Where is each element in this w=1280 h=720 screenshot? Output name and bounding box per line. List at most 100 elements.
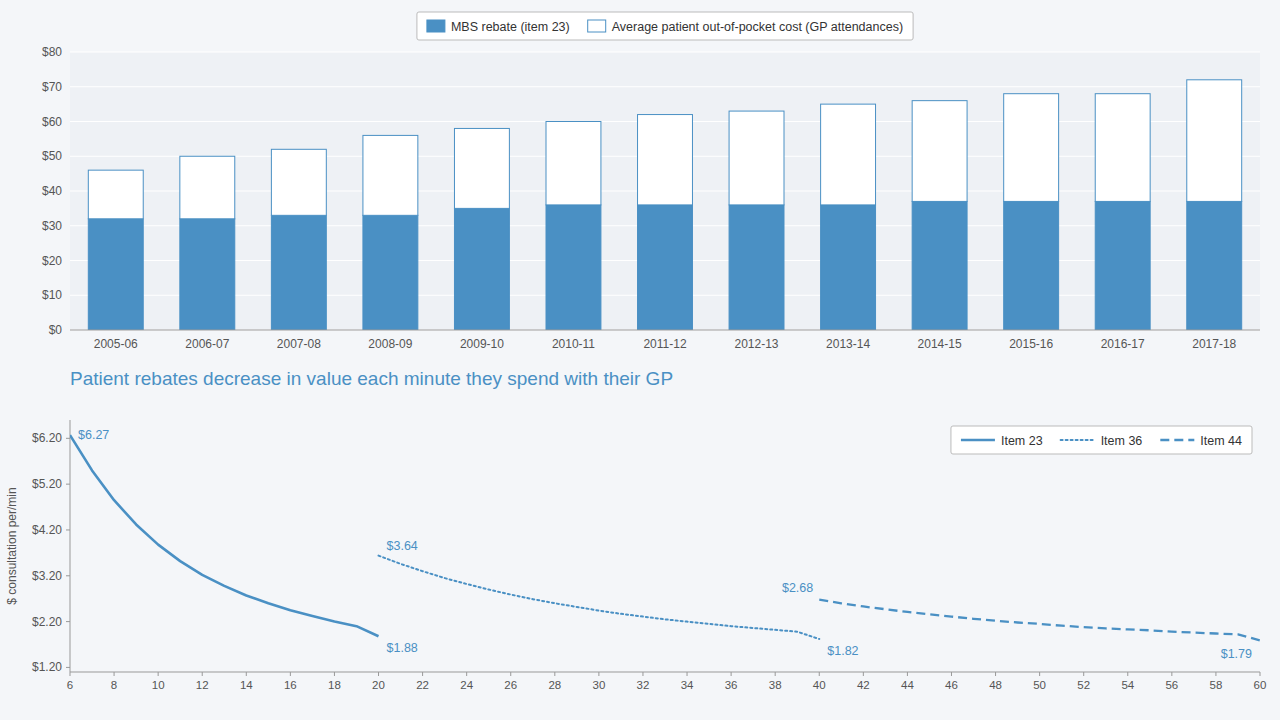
y-tick-label: $4.20 bbox=[32, 523, 62, 537]
x-tick-label: 38 bbox=[769, 679, 782, 691]
x-tick bbox=[687, 672, 688, 676]
x-tick-label: 10 bbox=[152, 679, 165, 691]
y-tick-label: $10 bbox=[42, 288, 62, 302]
x-tick bbox=[114, 672, 115, 676]
x-tick-label: 2015-16 bbox=[1009, 337, 1053, 351]
x-tick-label: 50 bbox=[1033, 679, 1046, 691]
legend-line bbox=[1160, 439, 1194, 441]
bar-chart: $0$10$20$30$40$50$60$70$802005-062006-07… bbox=[42, 12, 1260, 351]
x-tick-label: 2007-08 bbox=[277, 337, 321, 351]
x-tick-label: 58 bbox=[1210, 679, 1223, 691]
line-series bbox=[819, 600, 1260, 641]
x-tick bbox=[334, 672, 335, 676]
x-tick bbox=[907, 672, 908, 676]
x-tick bbox=[466, 672, 467, 676]
x-tick bbox=[995, 672, 996, 676]
x-tick bbox=[378, 672, 379, 676]
x-tick-label: 24 bbox=[460, 679, 473, 691]
grid-line bbox=[70, 51, 1260, 52]
bar-segment bbox=[271, 149, 326, 215]
y-tick-label: $2.20 bbox=[32, 615, 62, 629]
legend-label: MBS rebate (item 23) bbox=[451, 20, 570, 34]
line-marks bbox=[70, 435, 1260, 640]
bar-segment bbox=[912, 201, 967, 330]
bar-segment bbox=[363, 135, 418, 215]
x-tick-label: 44 bbox=[901, 679, 914, 691]
bar-segment bbox=[638, 205, 693, 330]
x-tick-label: 18 bbox=[328, 679, 341, 691]
bar-segment bbox=[1187, 201, 1242, 330]
annotation: $1.82 bbox=[827, 644, 858, 658]
bar-segment bbox=[729, 205, 784, 330]
y-axis-line bbox=[70, 420, 71, 672]
x-tick-label: 2013-14 bbox=[826, 337, 870, 351]
x-tick-label: 2005-06 bbox=[94, 337, 138, 351]
x-tick-label: 54 bbox=[1121, 679, 1134, 691]
legend-line bbox=[1061, 439, 1095, 441]
x-tick-label: 2012-13 bbox=[735, 337, 779, 351]
x-tick-label: 40 bbox=[813, 679, 826, 691]
annotation: $1.88 bbox=[387, 641, 418, 655]
y-tick bbox=[66, 438, 70, 439]
x-tick-label: 26 bbox=[504, 679, 517, 691]
x-tick-label: 2010-11 bbox=[552, 337, 595, 351]
x-tick bbox=[422, 672, 423, 676]
x-tick bbox=[1260, 672, 1261, 676]
bar-segment bbox=[454, 208, 509, 330]
bar-segment bbox=[546, 205, 601, 330]
annotation: $3.64 bbox=[387, 539, 418, 553]
grid-line bbox=[70, 86, 1260, 87]
x-tick bbox=[819, 672, 820, 676]
y-tick-label: $3.20 bbox=[32, 569, 62, 583]
bar-segment bbox=[1004, 201, 1059, 330]
y-tick-label: $30 bbox=[42, 219, 62, 233]
legend-label: Item 23 bbox=[1001, 434, 1043, 448]
y-tick bbox=[66, 529, 70, 530]
bar-segment bbox=[271, 215, 326, 330]
bar-segment bbox=[546, 122, 601, 205]
y-tick bbox=[66, 575, 70, 576]
x-tick-label: 2009-10 bbox=[460, 337, 504, 351]
x-tick-label: 42 bbox=[857, 679, 870, 691]
bar-segment bbox=[1004, 94, 1059, 202]
bar-segment bbox=[821, 205, 876, 330]
line-series bbox=[70, 435, 379, 636]
x-tick bbox=[642, 672, 643, 676]
legend-label: Average patient out-of-pocket cost (GP a… bbox=[612, 20, 903, 34]
legend: MBS rebate (item 23) Average patient out-… bbox=[417, 12, 913, 40]
plot-background bbox=[70, 52, 1260, 330]
y-tick-label: $0 bbox=[49, 323, 63, 337]
bar-segment bbox=[912, 101, 967, 202]
bar-segment bbox=[821, 104, 876, 205]
bar-segment bbox=[363, 215, 418, 330]
x-tick bbox=[70, 672, 71, 676]
x-tick-label: 2016-17 bbox=[1101, 337, 1145, 351]
x-tick bbox=[158, 672, 159, 676]
x-tick-label: 46 bbox=[945, 679, 958, 691]
x-tick bbox=[1171, 672, 1172, 676]
legend-frame bbox=[417, 12, 913, 40]
legend: Item 23Item 36Item 44 bbox=[951, 426, 1252, 454]
bar-segment bbox=[638, 115, 693, 205]
x-tick-label: 28 bbox=[548, 679, 561, 691]
x-tick-label: 8 bbox=[111, 679, 117, 691]
x-tick-label: 2006-07 bbox=[185, 337, 229, 351]
legend-line bbox=[961, 439, 995, 442]
x-tick-label: 2017-18 bbox=[1192, 337, 1236, 351]
x-tick-label: 2011-12 bbox=[643, 337, 686, 351]
y-tick-label: $70 bbox=[42, 80, 62, 94]
line-series bbox=[379, 556, 820, 639]
x-tick bbox=[1127, 672, 1128, 676]
x-tick bbox=[510, 672, 511, 676]
y-tick-label: $40 bbox=[42, 184, 62, 198]
x-tick bbox=[731, 672, 732, 676]
x-tick-label: 6 bbox=[67, 679, 73, 691]
bar-segment bbox=[1187, 80, 1242, 202]
x-tick-label: 56 bbox=[1165, 679, 1178, 691]
legend-label: Item 36 bbox=[1101, 434, 1143, 448]
x-tick bbox=[951, 672, 952, 676]
x-tick bbox=[863, 672, 864, 676]
bar-segment bbox=[88, 219, 143, 330]
x-tick bbox=[202, 672, 203, 676]
bar-segment bbox=[1095, 94, 1150, 202]
